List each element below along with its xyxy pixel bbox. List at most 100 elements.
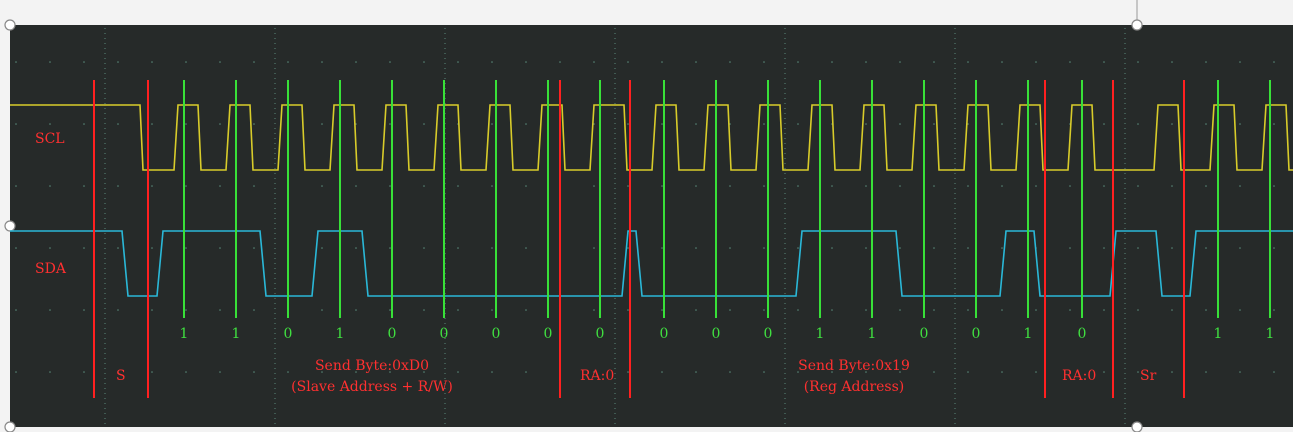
grid-dot xyxy=(695,123,697,125)
grid-dot xyxy=(491,185,493,187)
grid-dot xyxy=(219,123,221,125)
grid-dot xyxy=(1239,185,1241,187)
grid-dot xyxy=(355,309,357,311)
grid-dot xyxy=(797,371,799,373)
grid-dot xyxy=(253,309,255,311)
grid-dot xyxy=(49,371,51,373)
grid-dot xyxy=(661,309,663,311)
bit-value-label: 0 xyxy=(388,326,397,342)
resize-handle-bottom-left[interactable] xyxy=(4,421,16,432)
grid-dot xyxy=(661,123,663,125)
resize-handle-mid-left[interactable] xyxy=(4,220,16,232)
grid-dot xyxy=(15,371,17,373)
resize-handle-top-left[interactable] xyxy=(4,19,16,31)
grid-dot xyxy=(1035,185,1037,187)
grid-dot xyxy=(1103,309,1105,311)
bit-value-label: 0 xyxy=(596,326,605,342)
grid-dot xyxy=(1239,371,1241,373)
grid-dot xyxy=(151,247,153,249)
bit-value-label: 0 xyxy=(1078,326,1087,342)
grid-dot xyxy=(831,247,833,249)
grid-dot xyxy=(797,185,799,187)
grid-dot xyxy=(831,61,833,63)
grid-dot xyxy=(1239,123,1241,125)
send-byte-2-description: (Reg Address) xyxy=(804,379,905,395)
grid-dot xyxy=(321,309,323,311)
grid-dot xyxy=(1137,61,1139,63)
grid-dot xyxy=(185,185,187,187)
grid-dot xyxy=(695,185,697,187)
grid-dot xyxy=(899,185,901,187)
grid-dot xyxy=(491,309,493,311)
grid-dot xyxy=(287,371,289,373)
grid-dot xyxy=(933,371,935,373)
grid-dot xyxy=(253,247,255,249)
grid-dot xyxy=(593,309,595,311)
grid-dot xyxy=(729,185,731,187)
grid-dot xyxy=(1069,309,1071,311)
grid-dot xyxy=(219,247,221,249)
grid-dot xyxy=(1239,309,1241,311)
grid-dot xyxy=(1205,61,1207,63)
grid-dot xyxy=(1205,123,1207,125)
grid-dot xyxy=(797,123,799,125)
grid-dot xyxy=(1239,247,1241,249)
grid-dot xyxy=(1205,185,1207,187)
grid-dot xyxy=(423,371,425,373)
grid-dot xyxy=(831,371,833,373)
grid-dot xyxy=(831,185,833,187)
grid-dot xyxy=(865,247,867,249)
grid-dot xyxy=(695,61,697,63)
grid-dot xyxy=(423,185,425,187)
grid-dot xyxy=(457,371,459,373)
grid-dot xyxy=(1103,247,1105,249)
resize-handle-top-right[interactable] xyxy=(1131,19,1143,31)
grid-dot xyxy=(423,123,425,125)
bit-value-label: 1 xyxy=(868,326,877,342)
grid-dot xyxy=(627,123,629,125)
bit-value-label: 0 xyxy=(284,326,293,342)
grid-dot xyxy=(1273,309,1275,311)
grid-dot xyxy=(185,61,187,63)
grid-dot xyxy=(661,185,663,187)
grid-dot xyxy=(117,61,119,63)
grid-dot xyxy=(1035,371,1037,373)
grid-dot xyxy=(899,371,901,373)
resize-handle-bottom-right[interactable] xyxy=(1131,421,1143,432)
grid-dot xyxy=(457,185,459,187)
grid-dot xyxy=(389,371,391,373)
grid-dot xyxy=(1171,185,1173,187)
grid-dot xyxy=(865,371,867,373)
grid-dot xyxy=(729,61,731,63)
grid-dot xyxy=(151,309,153,311)
grid-dot xyxy=(933,61,935,63)
grid-dot xyxy=(253,371,255,373)
grid-dot xyxy=(1035,309,1037,311)
sda-channel-label: SDA xyxy=(35,261,67,277)
bit-value-label: 0 xyxy=(660,326,669,342)
grid-dot xyxy=(15,61,17,63)
grid-dot xyxy=(525,247,527,249)
grid-dot xyxy=(627,247,629,249)
bit-value-label: 0 xyxy=(544,326,553,342)
grid-dot xyxy=(1001,371,1003,373)
grid-dot xyxy=(389,61,391,63)
bit-value-label: 0 xyxy=(972,326,981,342)
bit-value-label: 1 xyxy=(1024,326,1033,342)
grid-dot xyxy=(219,61,221,63)
sda-waveform xyxy=(10,230,1293,297)
grid-dot xyxy=(321,123,323,125)
grid-dot xyxy=(219,309,221,311)
grid-dot xyxy=(967,309,969,311)
grid-dot xyxy=(321,247,323,249)
bit-value-label: 0 xyxy=(712,326,721,342)
grid-dot xyxy=(117,123,119,125)
grid-dot xyxy=(1273,61,1275,63)
grid-dot xyxy=(1137,185,1139,187)
grid-dot xyxy=(1001,61,1003,63)
grid-dot xyxy=(1103,123,1105,125)
grid-dot xyxy=(49,185,51,187)
grid-dot xyxy=(457,247,459,249)
grid-dot xyxy=(1171,61,1173,63)
grid-dot xyxy=(763,371,765,373)
